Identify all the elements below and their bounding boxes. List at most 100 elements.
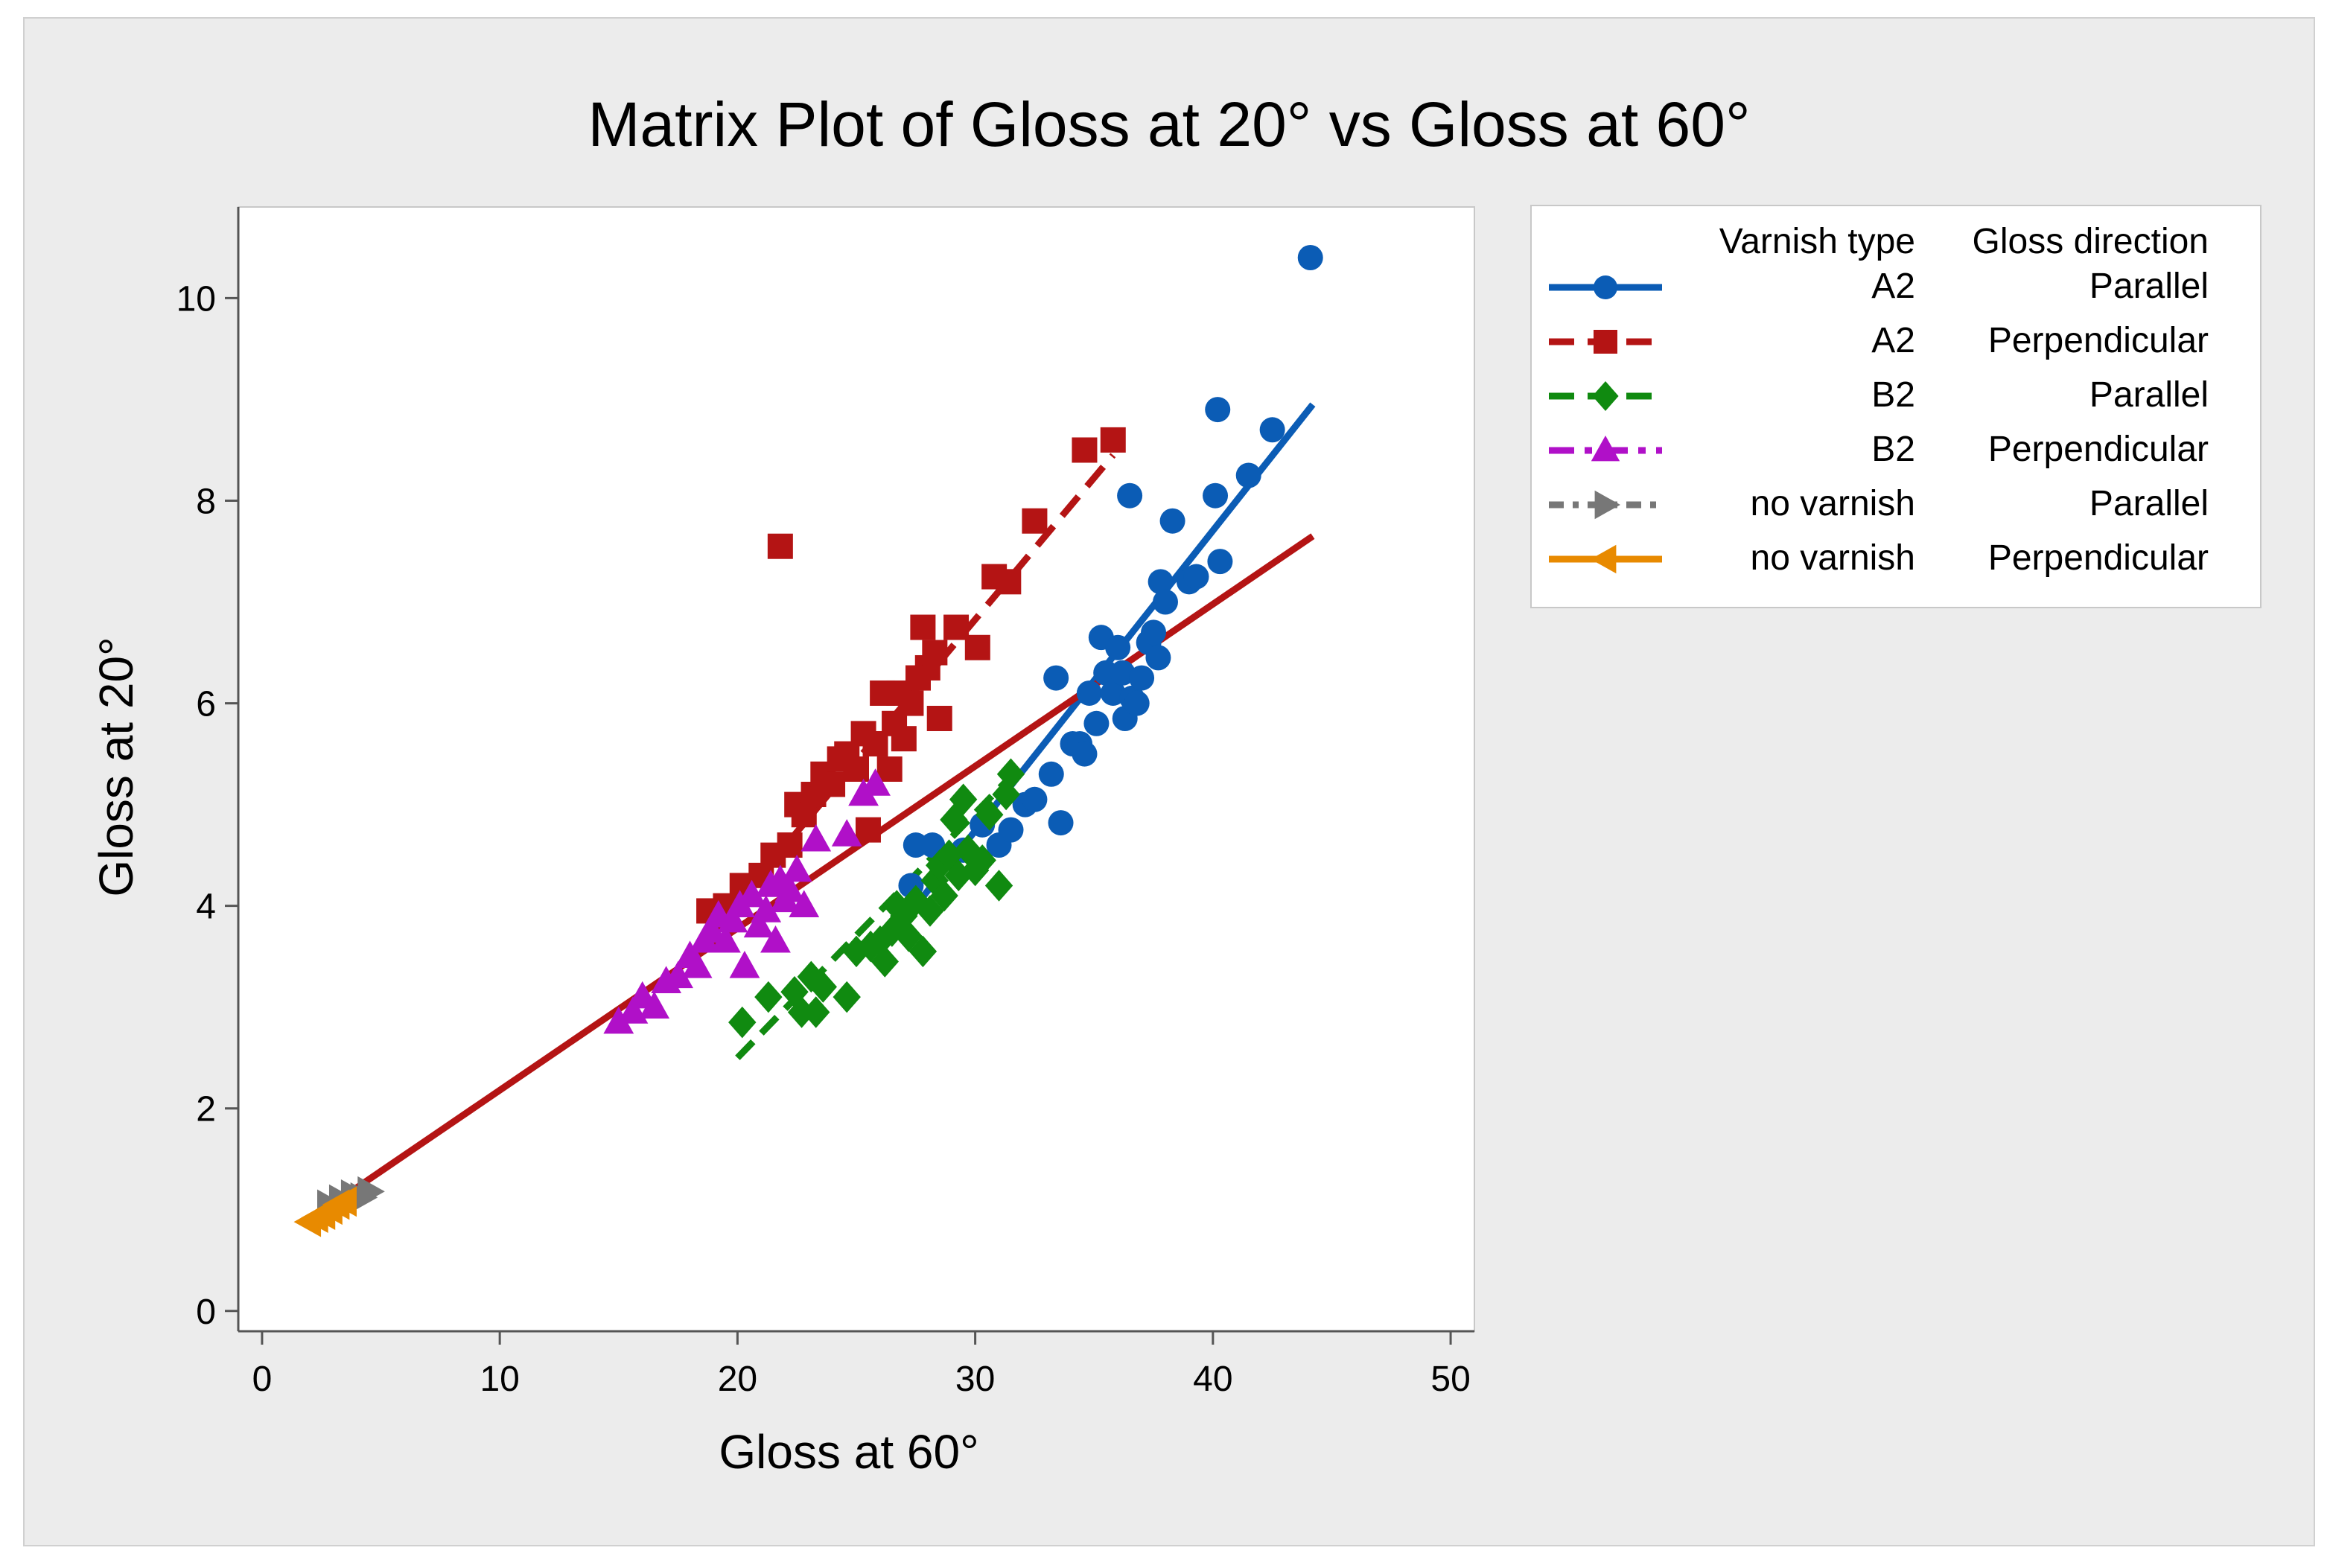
x-tick-label: 20	[718, 1360, 757, 1399]
legend: Varnish type Gloss direction A2 ParallelA…	[1530, 205, 2261, 608]
legend-varnish-label: A2	[1871, 267, 1915, 306]
point-b2-parallel	[908, 935, 938, 968]
point-a2-parallel	[1259, 417, 1285, 443]
point-b2-parallel	[754, 981, 783, 1013]
point-b2-parallel	[961, 854, 990, 887]
point-a2-perpendicular	[777, 832, 803, 858]
y-tick-label: 6	[196, 685, 216, 724]
point-b2-perpendicular	[774, 874, 806, 902]
point-a2-parallel	[1153, 589, 1178, 615]
chart-title: Matrix Plot of Gloss at 20° vs Gloss at …	[588, 89, 1750, 159]
legend-marker-swatch	[1594, 490, 1620, 520]
point-a2-perpendicular	[767, 533, 793, 559]
legend-header-direction: Gloss direction	[1973, 222, 2209, 261]
y-tick-label: 8	[196, 482, 216, 522]
point-a2-perpendicular	[820, 771, 846, 797]
legend-row: A2 Parallel	[1549, 267, 2209, 306]
point-a2-parallel	[1124, 690, 1150, 716]
point-b2-perpendicular	[860, 768, 891, 796]
legend-row: no varnish Parallel	[1549, 484, 2209, 523]
point-b2-perpendicular	[789, 890, 820, 917]
point-b2-perpendicular	[736, 879, 767, 908]
legend-header-varnish: Varnish type	[1719, 222, 1915, 261]
y-axis: 0 2 4 6 8 10	[176, 207, 240, 1332]
legend-row: no varnish Perpendicular	[1549, 538, 2209, 578]
legend-marker-swatch	[1594, 275, 1617, 299]
point-a2-parallel	[1159, 508, 1185, 534]
point-a2-perpendicular	[876, 756, 903, 782]
legend-direction-label: Perpendicular	[1988, 430, 2209, 469]
legend-varnish-label: B2	[1871, 430, 1915, 469]
point-b2-parallel	[870, 946, 900, 978]
x-tick-label: 40	[1193, 1360, 1232, 1399]
legend-marker-swatch	[1594, 330, 1617, 354]
point-b2-parallel	[894, 920, 923, 952]
point-a2-parallel	[1183, 564, 1209, 590]
point-a2-parallel	[1038, 761, 1064, 787]
point-b2-perpendicular	[800, 823, 832, 852]
x-tick-label: 0	[252, 1360, 273, 1399]
point-a2-perpendicular	[891, 726, 917, 752]
point-b2-perpendicular	[743, 910, 774, 938]
point-a2-parallel	[1203, 482, 1229, 509]
point-b2-parallel	[996, 758, 1025, 791]
point-a2-perpendicular	[926, 705, 952, 731]
point-b2-perpendicular	[710, 925, 741, 953]
point-b2-parallel	[809, 971, 838, 1003]
point-b2-perpendicular	[751, 895, 782, 922]
legend-marker-swatch	[1591, 544, 1617, 574]
y-tick-label: 10	[176, 279, 216, 319]
point-a2-parallel	[998, 817, 1024, 843]
point-b2-perpendicular	[717, 905, 748, 933]
y-tick-label: 2	[196, 1090, 216, 1129]
point-b2-parallel	[728, 1006, 757, 1039]
point-a2-perpendicular	[910, 614, 936, 640]
point-b2-parallel	[856, 930, 885, 963]
x-tick-label: 50	[1430, 1360, 1470, 1399]
point-b2-perpendicular	[663, 960, 693, 989]
legend-direction-label: Perpendicular	[1988, 538, 2209, 578]
point-a2-perpendicular	[996, 569, 1022, 595]
point-a2-parallel	[1117, 482, 1143, 509]
point-a2-perpendicular	[898, 690, 924, 716]
legend-varnish-label: B2	[1871, 375, 1915, 415]
point-a2-parallel	[1110, 660, 1136, 686]
point-a2-parallel	[1022, 786, 1048, 812]
legend-rows: A2 Parallel A2 Perpendicular B2 Parallel B2 Per…	[1549, 267, 2209, 578]
legend-marker-swatch	[1592, 381, 1619, 411]
legend-direction-label: Parallel	[2089, 375, 2209, 415]
point-a2-parallel	[1141, 619, 1167, 646]
point-b2-parallel	[975, 798, 1004, 831]
point-a2-perpendicular	[922, 640, 948, 666]
point-a2-parallel	[1083, 710, 1110, 736]
point-b2-perpendicular	[603, 1006, 634, 1034]
point-a2-parallel	[1235, 462, 1261, 488]
point-a2-parallel	[1145, 645, 1171, 671]
point-b2-parallel	[968, 844, 996, 876]
legend-varnish-label: no varnish	[1751, 538, 1915, 578]
point-a2-parallel	[1148, 569, 1174, 595]
point-b2-parallel	[833, 981, 861, 1013]
x-axis: 0 10 20 30 40 50	[238, 1330, 1474, 1399]
point-b2-perpendicular	[760, 925, 791, 953]
point-a2-perpendicular	[943, 614, 970, 640]
point-a2-parallel	[1072, 741, 1098, 767]
legend-direction-label: Perpendicular	[1988, 321, 2209, 360]
point-a2-perpendicular	[964, 634, 990, 660]
legend-direction-label: Parallel	[2089, 484, 2209, 523]
point-a2-parallel	[1207, 549, 1233, 575]
point-b2-perpendicular	[696, 915, 727, 943]
point-b2-perpendicular	[639, 991, 670, 1019]
point-b2-parallel	[802, 996, 830, 1028]
x-axis-label: Gloss at 60°	[719, 1425, 978, 1479]
point-a2-parallel	[1076, 680, 1102, 706]
point-b2-parallel	[992, 778, 1020, 811]
y-axis-label: Gloss at 20°	[89, 637, 143, 896]
point-a2-parallel	[1105, 634, 1131, 660]
legend-varnish-label: no varnish	[1751, 484, 1915, 523]
point-no-varnish-parallel	[357, 1176, 385, 1207]
legend-varnish-label: A2	[1871, 321, 1915, 360]
point-a2-parallel	[1205, 397, 1231, 423]
point-b2-perpendicular	[681, 951, 713, 978]
